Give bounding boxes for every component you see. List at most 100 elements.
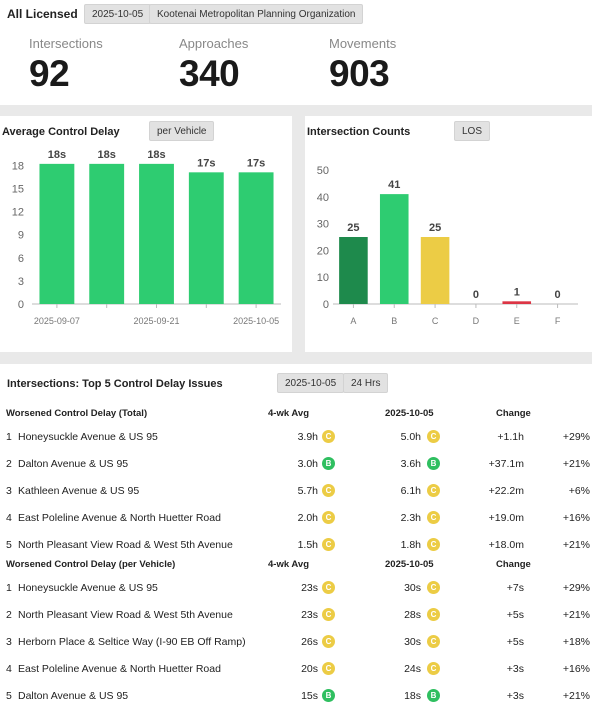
table-row[interactable]: 4 East Poleline Avenue & North Huetter Ro… [0,660,592,680]
intersection-counts-panel: Intersection Counts LOS 0 10 20 30 40 50 25 A 41… [305,116,592,352]
bar [339,237,368,304]
current-value: 30s [404,636,421,648]
stat-approaches: Approaches 340 [179,36,248,95]
data-label: 25 [347,222,359,234]
avg-value: 5.7h [297,485,318,497]
row-rank: 2 [6,609,12,621]
intersection-name: East Poleline Avenue & North Huetter Roa… [18,512,221,524]
avg-value: 1.5h [297,539,318,551]
change-percent: +16% [562,663,590,675]
data-label: 18s [147,149,165,161]
table-row[interactable]: 2 Dalton Avenue & US 95 3.0h B 3.6h B +37.1m +2… [0,455,592,475]
row-rank: 3 [6,636,12,648]
organization-filter-chip[interactable]: Kootenai Metropolitan Planning Organizat… [149,4,364,24]
change-percent: +18% [562,636,590,648]
stat-movements: Movements 903 [329,36,396,95]
table-row[interactable]: 4 East Poleline Avenue & North Huetter Ro… [0,509,592,529]
time-range-chip[interactable]: 24 Hrs [343,373,389,393]
los-badge: C [427,581,440,594]
y-tick-label: 10 [317,272,329,284]
current-value: 30s [404,582,421,594]
x-tick-label: D [473,316,480,326]
y-tick-label: 30 [317,219,329,231]
table-row[interactable]: 3 Herborn Place & Seltice Way (I-90 EB Of… [0,633,592,653]
row-rank: 5 [6,690,12,702]
y-tick-label: 20 [317,245,329,257]
los-badge: C [427,430,440,443]
table-row[interactable]: 3 Kathleen Avenue & US 95 5.7h C 6.1h C +22.2m… [0,482,592,502]
row-rank: 5 [6,539,12,551]
section-heading: Worsened Control Delay (Total) [6,408,148,419]
avg-value: 23s [301,609,318,621]
intersection-name: Dalton Avenue & US 95 [18,458,129,470]
current-value: 3.6h [400,458,421,470]
table-row[interactable]: 1 Honeysuckle Avenue & US 95 23s C 30s C +7s +2… [0,579,592,599]
row-rank: 2 [6,458,12,470]
los-badge: C [322,662,335,675]
chart-title: Intersection Counts [307,126,411,138]
column-header-4wk-avg: 4-wk Avg [268,408,310,419]
los-badge: B [427,457,440,470]
change-value: +5s [506,609,524,621]
x-tick-label: 2025-10-05 [233,316,279,326]
los-badge: B [322,457,335,470]
change-percent: +21% [562,690,590,702]
bar [420,237,450,304]
current-value: 28s [404,609,421,621]
los-badge: B [427,689,440,702]
current-value: 1.8h [400,539,421,551]
change-percent: +29% [562,431,590,443]
los-badge: C [427,538,440,551]
avg-value: 26s [301,636,318,648]
y-tick-label: 0 [323,299,329,311]
row-rank: 1 [6,431,12,443]
avg-value: 3.0h [297,458,318,470]
table-title: Intersections: Top 5 Control Delay Issue… [7,378,223,390]
change-percent: +21% [562,458,590,470]
column-header-change: Change [496,408,531,419]
los-badge: C [427,662,440,675]
row-rank: 1 [6,582,12,594]
change-value: +1.1h [497,431,524,443]
current-value: 18s [404,690,421,702]
change-percent: +16% [562,512,590,524]
y-tick-label: 0 [18,299,24,311]
table-row[interactable]: 1 Honeysuckle Avenue & US 95 3.9h C 5.0h C +1.… [0,428,592,448]
data-label: 17s [247,157,265,169]
section-header: Worsened Control Delay (Total) 4-wk Avg 20… [0,408,592,424]
per-vehicle-chip[interactable]: per Vehicle [149,121,215,141]
stat-label: Intersections [29,36,103,51]
stat-label: Approaches [179,36,249,51]
date-filter-chip[interactable]: 2025-10-05 [84,4,152,24]
current-value: 24s [404,663,421,675]
los-badge: C [322,608,335,621]
bar [39,163,75,304]
bar [238,172,274,304]
los-badge: C [427,608,440,621]
avg-value: 23s [301,582,318,594]
change-value: +3s [506,663,524,675]
bar [502,301,532,304]
avg-value: 2.0h [297,512,318,524]
column-header-4wk-avg: 4-wk Avg [268,559,310,570]
stat-value: 903 [329,53,390,94]
los-badge: C [427,635,440,648]
table-row[interactable]: 5 North Pleasant View Road & West 5th Ave… [0,536,592,556]
x-tick-label: A [350,316,356,326]
table-row[interactable]: 2 North Pleasant View Road & West 5th Ave… [0,606,592,626]
intersection-name: Herborn Place & Seltice Way (I-90 EB Off… [18,636,246,648]
los-badge: C [427,511,440,524]
y-tick-label: 6 [18,253,24,265]
row-rank: 3 [6,485,12,497]
x-tick-label: 2025-09-07 [34,316,80,326]
data-label: 41 [388,179,400,191]
bar [89,163,125,304]
table-row[interactable]: 5 Dalton Avenue & US 95 15s B 18s B +3s +21% [0,687,592,707]
los-chip[interactable]: LOS [454,121,491,141]
change-value: +18.0m [488,539,524,551]
intersection-name: East Poleline Avenue & North Huetter Roa… [18,663,221,675]
x-tick-label: E [514,316,520,326]
column-header-date: 2025-10-05 [385,559,434,570]
data-label: 25 [429,222,441,234]
table-date-chip[interactable]: 2025-10-05 [277,373,345,393]
